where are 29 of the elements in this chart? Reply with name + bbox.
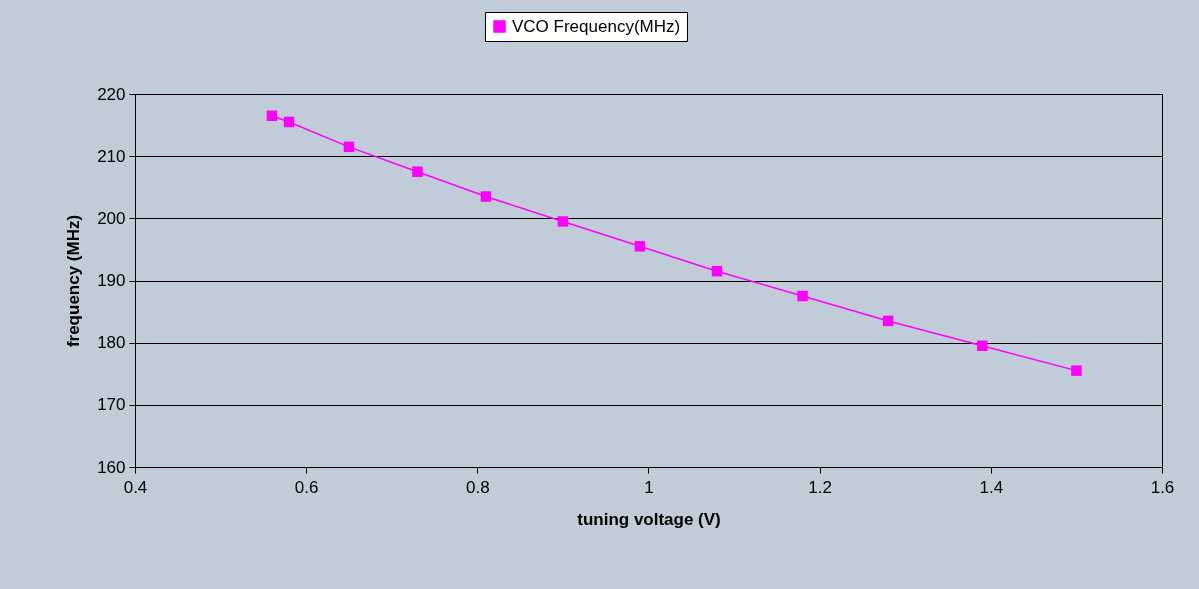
point (1071, 365, 1082, 376)
y-tick-label: 160 (97, 457, 126, 477)
point (634, 241, 646, 252)
point (557, 216, 569, 227)
x-tick-label: 0.8 (466, 477, 490, 497)
x-tick-label: 1 (644, 477, 654, 497)
y-tick-label: 180 (97, 333, 126, 353)
point (977, 340, 988, 352)
point (266, 110, 278, 121)
x-tick-label: 0.6 (294, 477, 319, 497)
x-axis-title: tuning voltage (V) (577, 509, 721, 529)
y-tick-label: 220 (97, 84, 126, 104)
y-tick-label: 200 (97, 208, 126, 228)
x-tick-label: 1.2 (808, 477, 832, 497)
point (711, 265, 723, 277)
point (343, 141, 355, 153)
point (797, 290, 808, 302)
y-axis-title: frequency (MHz) (64, 214, 84, 348)
point (882, 315, 894, 327)
y-tick-label: 170 (97, 395, 126, 415)
x-tick-label: 1.4 (979, 477, 1004, 497)
legend-label: VCO Frequency(MHz) (512, 16, 681, 36)
point (412, 166, 423, 177)
y-tick-label: 210 (97, 146, 126, 166)
point (480, 191, 492, 202)
point (283, 116, 295, 128)
x-tick-label: 1.6 (1150, 477, 1175, 497)
x-tick-label: 0.4 (123, 477, 148, 497)
y-tick-label: 190 (97, 271, 126, 290)
